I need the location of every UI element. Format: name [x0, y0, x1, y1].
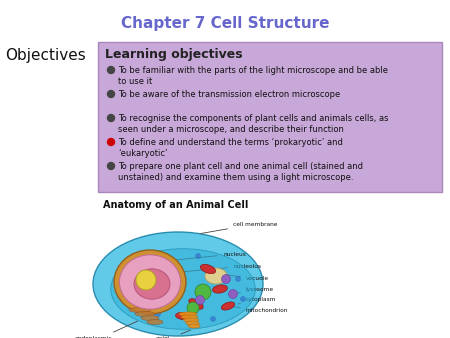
Circle shape — [136, 270, 156, 290]
Circle shape — [108, 91, 114, 97]
Ellipse shape — [147, 319, 163, 324]
Ellipse shape — [188, 324, 200, 328]
Ellipse shape — [134, 269, 170, 299]
Text: nucleus: nucleus — [138, 251, 246, 264]
Ellipse shape — [114, 250, 186, 314]
Circle shape — [240, 296, 246, 301]
Text: cell membrane: cell membrane — [201, 221, 278, 234]
Circle shape — [156, 312, 161, 316]
Ellipse shape — [179, 312, 197, 316]
Text: Objectives: Objectives — [5, 48, 86, 63]
Circle shape — [135, 296, 140, 301]
Text: Chapter 7 Cell Structure: Chapter 7 Cell Structure — [121, 16, 329, 31]
Text: mitochondrion: mitochondrion — [231, 306, 288, 314]
Ellipse shape — [200, 264, 216, 274]
Ellipse shape — [221, 302, 235, 310]
Text: cytoplasm: cytoplasm — [238, 297, 276, 304]
Text: To be familiar with the parts of the light microscope and be able
to use it: To be familiar with the parts of the lig… — [118, 66, 388, 87]
Circle shape — [195, 295, 204, 305]
Text: vacuole: vacuole — [223, 274, 269, 282]
Ellipse shape — [184, 318, 198, 322]
Text: nucleolus: nucleolus — [161, 264, 261, 274]
Text: To be aware of the transmission electron microscope: To be aware of the transmission electron… — [118, 90, 340, 99]
Circle shape — [108, 139, 114, 145]
Text: golgi
complex: golgi complex — [150, 330, 190, 338]
Text: Learning objectives: Learning objectives — [105, 48, 243, 61]
Circle shape — [195, 284, 211, 300]
Ellipse shape — [135, 312, 155, 316]
Ellipse shape — [181, 315, 198, 319]
Ellipse shape — [212, 285, 227, 293]
Circle shape — [187, 302, 199, 314]
Text: Anatomy of an Animal Cell: Anatomy of an Animal Cell — [103, 200, 248, 210]
Circle shape — [166, 299, 171, 305]
Text: To recognise the components of plant cells and animals cells, as
seen under a mi: To recognise the components of plant cel… — [118, 114, 388, 135]
Circle shape — [229, 290, 238, 298]
Circle shape — [108, 115, 114, 121]
FancyBboxPatch shape — [98, 42, 442, 192]
Ellipse shape — [93, 232, 263, 336]
Circle shape — [171, 262, 176, 266]
Text: endoplasmic
reticulum: endoplasmic reticulum — [74, 321, 137, 338]
Ellipse shape — [176, 312, 190, 319]
Text: To prepare one plant cell and one animal cell (stained and
unstained) and examin: To prepare one plant cell and one animal… — [118, 162, 363, 183]
Text: lysosome: lysosome — [236, 287, 274, 293]
Circle shape — [221, 274, 230, 284]
Text: To define and understand the terms ‘prokaryotic’ and
‘eukaryotic’: To define and understand the terms ‘prok… — [118, 138, 343, 159]
Circle shape — [211, 316, 216, 321]
Ellipse shape — [186, 321, 199, 325]
Circle shape — [140, 271, 145, 276]
Circle shape — [108, 163, 114, 169]
Ellipse shape — [189, 299, 203, 309]
Ellipse shape — [141, 315, 159, 320]
Ellipse shape — [119, 255, 180, 309]
Ellipse shape — [205, 268, 227, 284]
Ellipse shape — [111, 249, 255, 329]
Circle shape — [235, 276, 240, 282]
Circle shape — [195, 254, 201, 259]
Ellipse shape — [129, 308, 151, 313]
Circle shape — [108, 67, 114, 73]
